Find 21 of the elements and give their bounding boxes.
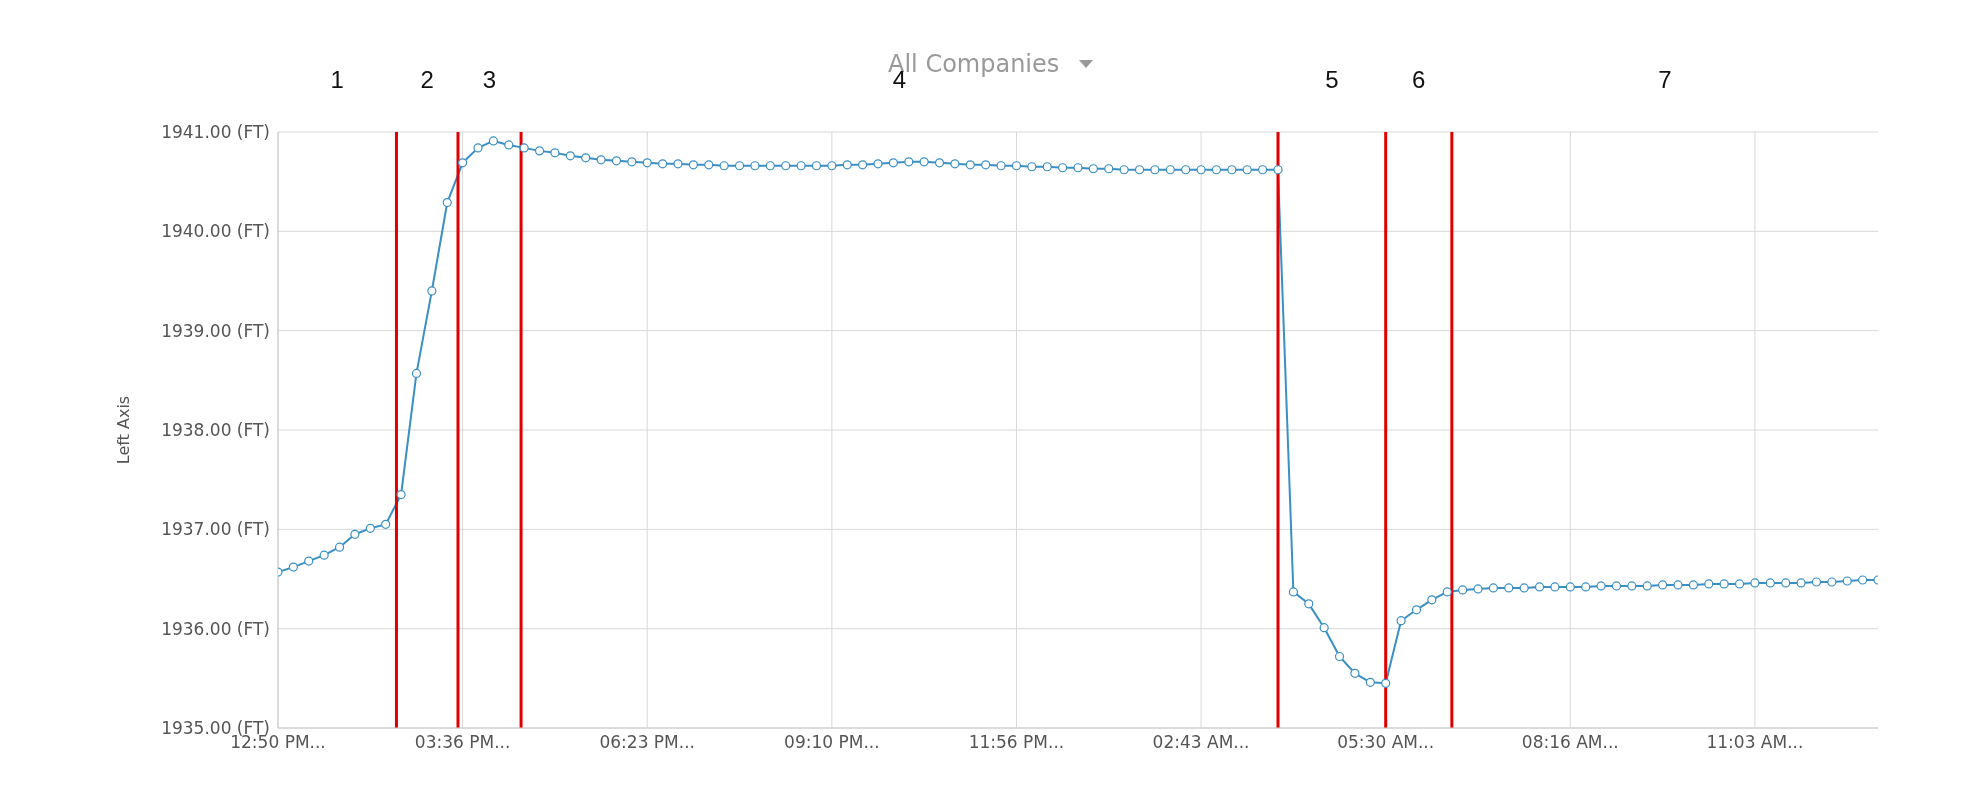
- y-tick-label: 1937.00 (FT): [161, 519, 270, 540]
- x-tick-label: 05:30 AM...: [1337, 732, 1435, 753]
- text: 1: [330, 66, 344, 93]
- text: 6: [1412, 66, 1426, 93]
- x-tick-label: 08:16 AM...: [1521, 732, 1619, 753]
- text: 5: [1325, 66, 1339, 93]
- x-tick-label: 02:43 AM...: [1152, 732, 1250, 753]
- y-tick-label: 1941.00 (FT): [161, 122, 270, 143]
- x-tick-label: 11:03 AM...: [1706, 732, 1804, 753]
- text: 3: [482, 66, 497, 93]
- x-tick-label: 11:56 PM...: [968, 732, 1065, 753]
- y-tick-label: 1938.00 (FT): [161, 420, 270, 441]
- text: 7: [1658, 66, 1672, 93]
- text: 2: [420, 66, 434, 93]
- y-tick-label: 1940.00 (FT): [161, 221, 270, 242]
- x-tick-label: 09:10 PM...: [784, 732, 880, 753]
- x-tick-label: 06:23 PM...: [599, 732, 695, 753]
- y-axis-title: Left Axis: [113, 395, 133, 465]
- x-tick-label: 03:36 PM...: [414, 732, 511, 753]
- y-tick-label: 1936.00 (FT): [161, 618, 270, 639]
- y-tick-label: 1939.00 (FT): [161, 320, 270, 341]
